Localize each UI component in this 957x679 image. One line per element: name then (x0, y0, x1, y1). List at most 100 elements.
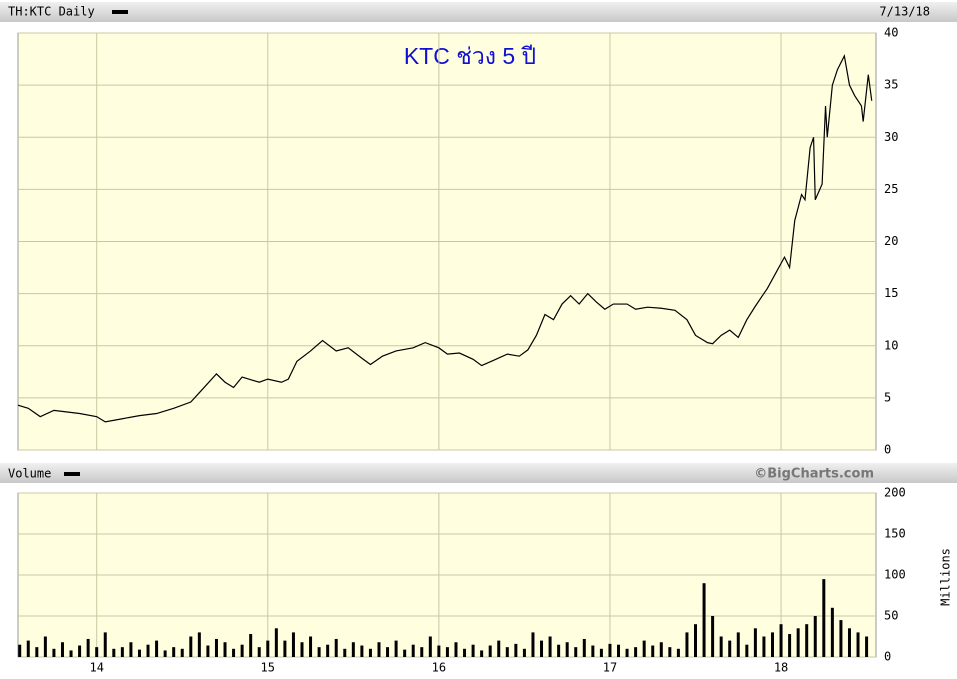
volume-bar (343, 648, 347, 657)
volume-bar (813, 616, 817, 657)
volume-bar (18, 644, 22, 657)
volume-bar (770, 632, 774, 657)
volume-bar (437, 645, 441, 657)
y-axis-label: Millions (939, 548, 953, 606)
x-tick-label: 16 (432, 661, 446, 675)
credit: ©BigCharts.com (754, 467, 874, 482)
volume-bar (180, 648, 184, 657)
volume-bar (856, 632, 860, 657)
y-tick-label: 50 (884, 609, 898, 623)
volume-bar (146, 644, 150, 657)
volume-bar (35, 647, 39, 657)
volume-bar (753, 628, 757, 657)
volume-bar (702, 583, 706, 657)
volume-bar (351, 642, 355, 657)
volume-bar (719, 636, 723, 657)
volume-bar (805, 624, 809, 657)
volume-bar (685, 632, 689, 657)
volume-bar (240, 644, 244, 657)
volume-bar (189, 636, 193, 657)
volume-bar (711, 616, 715, 657)
chart-title: KTC ช่วง 5 ปี (404, 43, 536, 69)
series-label: Volume (8, 467, 51, 481)
volume-bar (283, 640, 287, 657)
volume-bar (26, 640, 30, 657)
volume-bar (830, 607, 834, 657)
volume-bar (377, 642, 381, 657)
y-tick-label: 20 (884, 234, 898, 248)
volume-bar (531, 632, 535, 657)
series-label: TH:KTC Daily (8, 5, 95, 19)
volume-bar (103, 632, 107, 657)
volume-bar (548, 636, 552, 657)
volume-bar (599, 648, 603, 657)
volume-bar (617, 644, 621, 657)
volume-bar (625, 648, 629, 657)
volume-bar (788, 634, 792, 657)
y-tick-label: 25 (884, 182, 898, 196)
y-tick-label: 15 (884, 286, 898, 300)
volume-bar (368, 648, 372, 657)
volume-bar (112, 648, 116, 657)
header-bar (0, 463, 957, 483)
y-tick-label: 35 (884, 78, 898, 92)
volume-bar (822, 579, 826, 657)
volume-bar (394, 640, 398, 657)
volume-bar (420, 647, 424, 657)
y-tick-label: 0 (884, 443, 891, 457)
volume-bar (86, 638, 90, 657)
volume-bar (249, 634, 253, 657)
volume-bar (522, 648, 526, 657)
volume-bar (565, 642, 569, 657)
legend-swatch (64, 472, 80, 476)
volume-bar (274, 628, 278, 657)
volume-bar (676, 648, 680, 657)
volume-bar (78, 645, 82, 657)
volume-bar (694, 624, 698, 657)
volume-bar (69, 650, 73, 657)
volume-bar (266, 640, 270, 657)
volume-bar (386, 647, 390, 657)
volume-bar (206, 645, 210, 657)
volume-bar (728, 640, 732, 657)
y-tick-label: 40 (884, 26, 898, 40)
volume-bar (360, 645, 364, 657)
volume-bar (557, 644, 561, 657)
volume-bar (497, 640, 501, 657)
volume-bar (642, 640, 646, 657)
volume-bar (454, 642, 458, 657)
volume-bar (471, 644, 475, 657)
y-tick-label: 0 (884, 650, 891, 664)
y-tick-label: 30 (884, 130, 898, 144)
volume-bar (334, 638, 338, 657)
volume-bar (223, 642, 227, 657)
volume-bar (300, 642, 304, 657)
volume-bar (129, 642, 133, 657)
volume-bar (488, 645, 492, 657)
volume-bar (52, 648, 56, 657)
volume-bar (634, 647, 638, 657)
x-tick-label: 18 (774, 661, 788, 675)
volume-bar (317, 647, 321, 657)
header-bar (0, 2, 957, 22)
volume-bar (659, 642, 663, 657)
volume-bar (668, 647, 672, 657)
volume-bar (163, 650, 167, 657)
volume-bar (95, 647, 99, 657)
y-tick-label: 200 (884, 486, 906, 500)
x-tick-label: 14 (89, 661, 103, 675)
volume-bar (232, 648, 236, 657)
volume-bar (651, 645, 655, 657)
volume-bar (779, 624, 783, 657)
volume-bar (463, 648, 467, 657)
volume-bar (326, 644, 330, 657)
volume-bar (445, 647, 449, 657)
volume-bar (172, 647, 176, 657)
volume-bar (505, 647, 509, 657)
y-tick-label: 5 (884, 390, 891, 404)
x-tick-label: 15 (261, 661, 275, 675)
y-tick-label: 100 (884, 568, 906, 582)
legend-swatch (112, 10, 128, 14)
volume-bar (291, 632, 295, 657)
